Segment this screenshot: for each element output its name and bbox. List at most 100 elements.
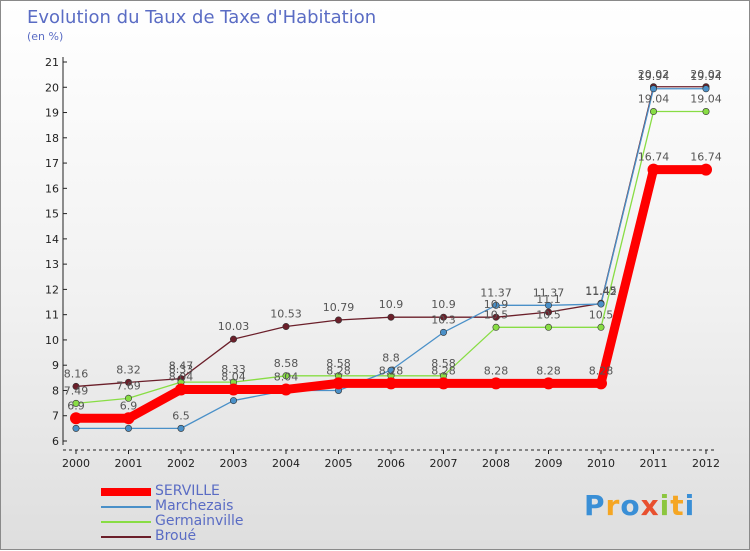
data-label-serville: 6.9 bbox=[67, 399, 85, 412]
data-label-serville: 8.28 bbox=[431, 364, 456, 377]
data-point-serville bbox=[490, 377, 502, 390]
data-point-serville bbox=[227, 383, 240, 396]
data-point-marchezais bbox=[649, 85, 657, 93]
data-point-marchezais bbox=[702, 85, 710, 93]
data-point-serville bbox=[542, 377, 555, 390]
y-tick-label: 15 bbox=[45, 208, 59, 221]
data-point-marchezais bbox=[230, 397, 238, 405]
data-point-broue bbox=[72, 382, 80, 390]
logo-letter: P bbox=[584, 489, 606, 522]
proxiti-logo: Proxiti bbox=[584, 489, 695, 522]
legend-label: Marchezais bbox=[155, 498, 234, 514]
data-label-germainville: 10.5 bbox=[484, 308, 509, 321]
y-tick-label: 14 bbox=[45, 233, 59, 246]
data-point-serville bbox=[332, 377, 345, 390]
data-point-germainville bbox=[702, 108, 710, 116]
chart-axes: 6 7 8 9 10 11 12 13 14 15 16 17 18 19 20 21 2000 2001 2002… bbox=[45, 56, 720, 470]
data-label-broue: 10.9 bbox=[379, 298, 404, 311]
legend-label: Broué bbox=[155, 528, 197, 544]
legend-swatch bbox=[101, 521, 151, 523]
data-label-marchezais: 11.37 bbox=[533, 286, 565, 299]
x-tick-label: 2010 bbox=[587, 457, 615, 470]
data-point-marchezais bbox=[492, 301, 500, 309]
data-point-marchezais bbox=[72, 424, 80, 432]
data-point-serville bbox=[280, 383, 292, 396]
data-point-serville bbox=[70, 412, 82, 425]
data-point-serville bbox=[385, 377, 397, 390]
legend-label: Germainville bbox=[155, 513, 244, 529]
data-point-germainville bbox=[125, 394, 133, 402]
data-point-broue bbox=[282, 323, 290, 331]
logo-letter: t bbox=[670, 489, 685, 522]
series-points bbox=[70, 83, 712, 432]
logo-letter: o bbox=[620, 489, 641, 522]
data-label-broue: 10.79 bbox=[323, 301, 355, 314]
data-point-broue bbox=[387, 313, 395, 321]
y-tick-label: 19 bbox=[45, 107, 59, 120]
legend-swatch bbox=[101, 488, 151, 496]
data-label-serville: 8.28 bbox=[589, 364, 614, 377]
data-label-germainville: 8.33 bbox=[221, 363, 246, 376]
data-label-broue: 20.02 bbox=[690, 68, 722, 81]
data-label-marchezais: 10.3 bbox=[431, 313, 456, 326]
y-tick-label: 20 bbox=[45, 81, 59, 94]
x-tick-label: 2004 bbox=[272, 457, 300, 470]
data-point-serville bbox=[595, 377, 607, 390]
data-label-serville: 16.74 bbox=[638, 151, 670, 164]
data-point-germainville bbox=[282, 372, 290, 380]
data-point-broue bbox=[125, 378, 133, 386]
data-label-serville: 8.04 bbox=[169, 370, 194, 383]
data-label-germainville: 8.58 bbox=[274, 357, 299, 370]
data-label-serville: 8.04 bbox=[221, 370, 246, 383]
x-tick-label: 2012 bbox=[692, 457, 720, 470]
data-label-marchezais: 11.42 bbox=[585, 285, 617, 298]
y-tick-label: 8 bbox=[52, 384, 59, 397]
data-point-germainville bbox=[492, 323, 500, 331]
y-tick-label: 16 bbox=[45, 182, 59, 195]
logo-letter: x bbox=[640, 489, 660, 522]
y-tick-label: 9 bbox=[52, 359, 59, 372]
data-label-marchezais: 6.5 bbox=[172, 409, 190, 422]
x-tick-label: 2005 bbox=[325, 457, 353, 470]
data-label-germainville: 8.33 bbox=[169, 363, 194, 376]
data-label-broue: 8.47 bbox=[169, 360, 194, 373]
data-point-marchezais bbox=[177, 424, 185, 432]
logo-letter: r bbox=[605, 489, 621, 522]
data-point-broue bbox=[492, 313, 500, 321]
data-label-serville: 8.28 bbox=[326, 364, 351, 377]
data-point-broue bbox=[544, 308, 552, 316]
y-tick-label: 18 bbox=[45, 132, 59, 145]
data-label-marchezais: 19.94 bbox=[638, 70, 670, 83]
data-point-marchezais bbox=[439, 328, 447, 336]
data-point-serville bbox=[122, 412, 135, 425]
data-point-broue bbox=[230, 335, 238, 343]
data-label-broue: 10.9 bbox=[484, 298, 509, 311]
data-label-serville: 16.74 bbox=[690, 151, 722, 164]
data-label-marchezais: 19.94 bbox=[690, 70, 722, 83]
data-point-germainville bbox=[649, 108, 657, 116]
y-tick-label: 7 bbox=[52, 410, 59, 423]
x-tick-label: 2001 bbox=[115, 457, 143, 470]
data-label-germainville: 19.04 bbox=[690, 93, 722, 106]
x-tick-label: 2008 bbox=[482, 457, 510, 470]
y-tick-label: 21 bbox=[45, 56, 59, 69]
data-point-marchezais bbox=[544, 301, 552, 309]
data-label-germainville: 8.58 bbox=[431, 357, 456, 370]
data-point-broue bbox=[439, 313, 447, 321]
data-point-serville bbox=[175, 383, 187, 396]
data-label-broue: 8.32 bbox=[116, 363, 141, 376]
x-tick-label: 2007 bbox=[430, 457, 458, 470]
y-tick-label: 6 bbox=[52, 435, 59, 448]
data-label-germainville: 10.5 bbox=[536, 308, 561, 321]
data-point-serville bbox=[437, 377, 450, 390]
data-label-serville: 8.28 bbox=[484, 364, 509, 377]
data-label-broue: 10.53 bbox=[270, 308, 302, 321]
x-tick-label: 2003 bbox=[220, 457, 248, 470]
data-label-germainville: 19.04 bbox=[638, 93, 670, 106]
data-point-germainville bbox=[72, 399, 80, 407]
legend-label: SERVILLE bbox=[155, 483, 220, 499]
x-tick-label: 2006 bbox=[377, 457, 405, 470]
data-label-broue: 11.1 bbox=[536, 293, 561, 306]
data-label-broue: 20.02 bbox=[638, 68, 670, 81]
